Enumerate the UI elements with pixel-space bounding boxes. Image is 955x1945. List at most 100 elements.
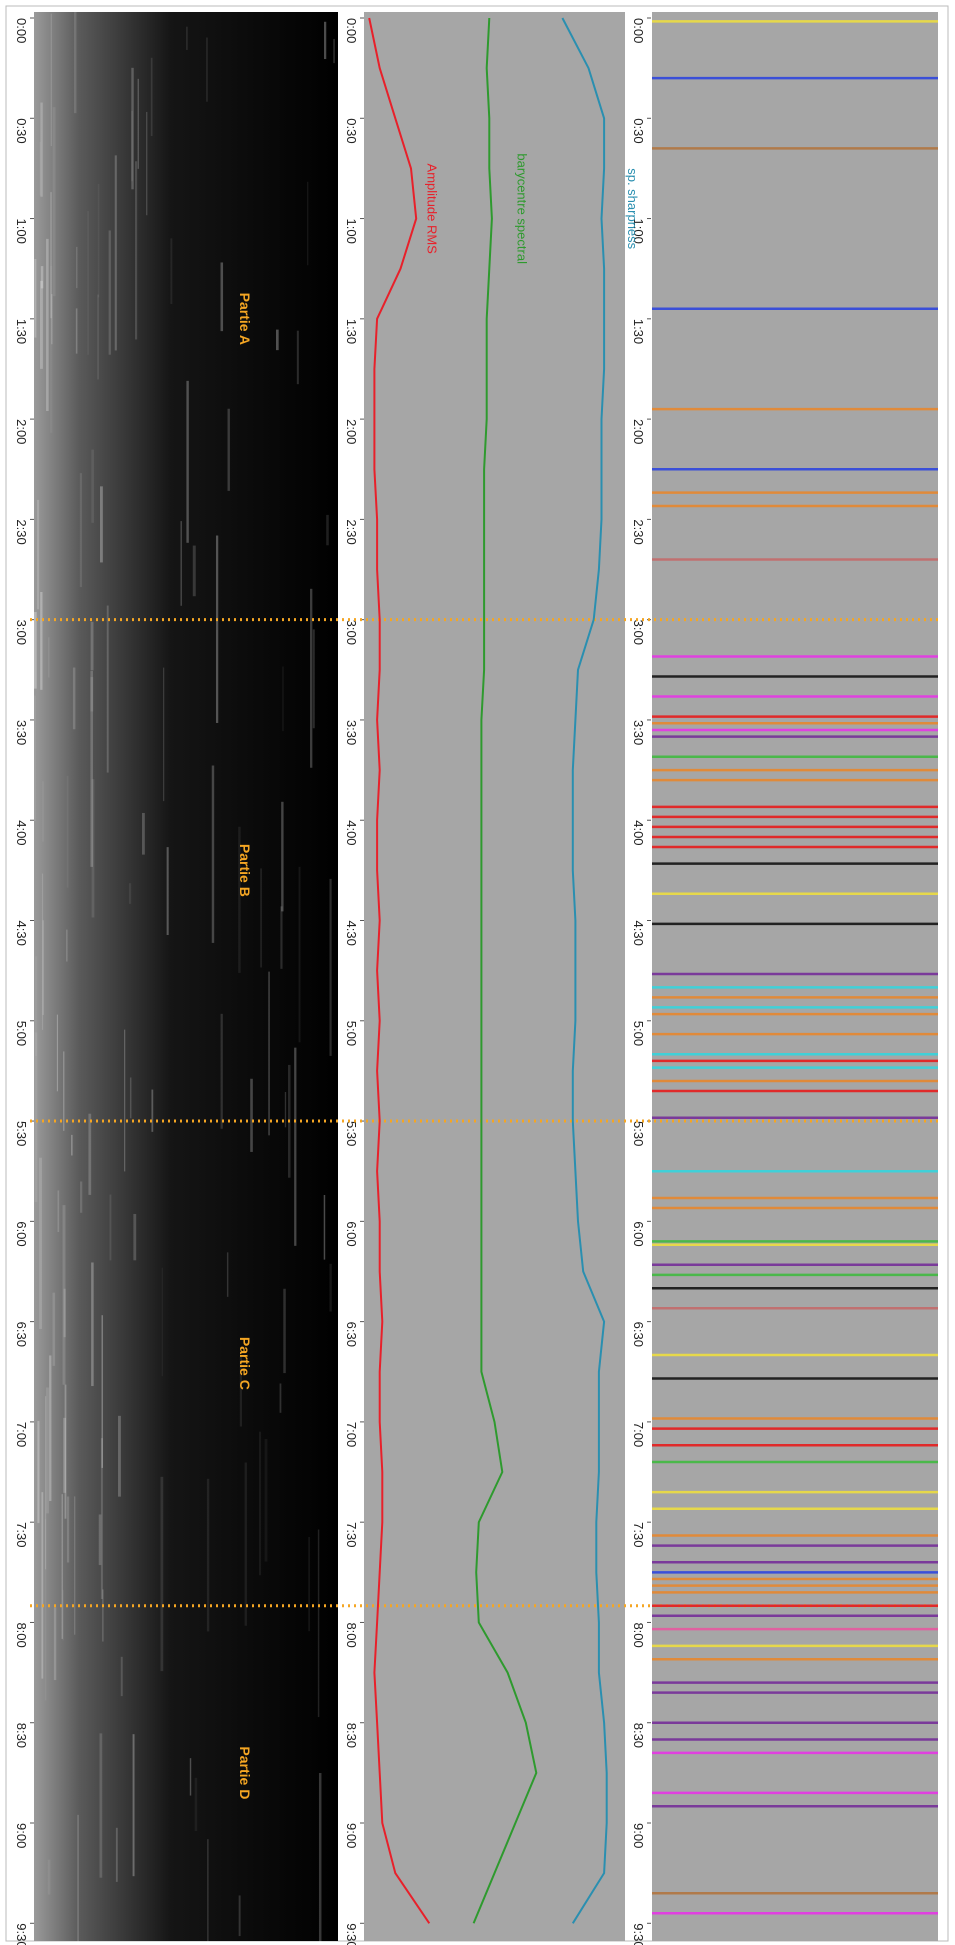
streak	[163, 667, 165, 802]
streak	[310, 588, 313, 768]
streak	[132, 1734, 135, 1877]
event-panel	[652, 12, 938, 1941]
streak	[100, 1438, 103, 1600]
streak	[40, 266, 44, 289]
y-tick-label: 4:30	[344, 921, 359, 946]
streak	[146, 111, 148, 216]
y-tick-label: 5:00	[14, 1021, 29, 1046]
streak	[317, 1529, 320, 1718]
streak	[150, 57, 153, 137]
streak	[180, 521, 182, 606]
streak	[49, 1355, 52, 1502]
streak	[280, 906, 283, 969]
streak	[42, 781, 44, 842]
streak	[57, 1190, 60, 1233]
series-line	[368, 17, 431, 1924]
streak	[207, 1839, 209, 1945]
series-label: sp. sharpness	[625, 168, 640, 249]
streak	[264, 1438, 268, 1562]
y-tick-label: 3:30	[344, 720, 359, 745]
streak	[56, 1014, 58, 1092]
spectrogram-texture	[34, 12, 335, 1945]
streak	[268, 971, 270, 1136]
streak	[220, 262, 224, 332]
y-tick-label: 4:00	[344, 820, 359, 845]
series-line	[472, 17, 538, 1924]
series-line	[561, 17, 608, 1924]
streak	[63, 1051, 65, 1131]
streak	[161, 1267, 163, 1377]
streak	[109, 1194, 112, 1261]
y-tick-label: 2:00	[14, 419, 29, 444]
streak	[106, 605, 109, 773]
y-tick-label: 1:00	[631, 219, 646, 244]
streak	[91, 779, 95, 918]
streak	[90, 670, 94, 867]
streak	[46, 1387, 49, 1514]
streak	[71, 1134, 73, 1156]
streak	[99, 486, 103, 563]
y-tick-label: 0:00	[631, 18, 646, 43]
streak	[137, 78, 139, 169]
streak	[129, 1077, 132, 1119]
streak	[62, 1590, 64, 1641]
section-label: Partie A	[237, 293, 253, 345]
streak	[281, 801, 284, 912]
y-tick-label: 6:30	[344, 1322, 359, 1347]
streak	[211, 765, 215, 943]
streak	[66, 1496, 70, 1563]
y-tick-label: 8:00	[344, 1622, 359, 1647]
y-tick-label: 6:30	[14, 1322, 29, 1347]
streak	[166, 847, 169, 936]
streak	[44, 1519, 47, 1701]
streak	[37, 1420, 40, 1524]
streak	[87, 211, 89, 355]
streak	[238, 1895, 241, 1937]
streak	[250, 1078, 253, 1152]
y-tick-label: 1:30	[631, 319, 646, 344]
streak	[282, 666, 284, 732]
streak	[283, 1288, 286, 1374]
spectrogram	[34, 12, 338, 1941]
y-tick-label: 5:30	[14, 1121, 29, 1146]
y-tick-label: 7:30	[631, 1522, 646, 1547]
y-tick-label: 9:30	[344, 1923, 359, 1945]
streak	[226, 1252, 229, 1297]
streak	[39, 1157, 43, 1329]
y-tick-label: 9:00	[344, 1823, 359, 1848]
streak	[298, 866, 301, 1043]
streak	[61, 1494, 63, 1639]
streak	[333, 38, 335, 64]
streak	[312, 629, 315, 729]
y-tick-label: 1:00	[344, 219, 359, 244]
streak	[52, 107, 56, 297]
streak	[118, 1415, 121, 1497]
chart-layer: 0:00 0:00 0:00 0:30 0:30 0:30 1:00 1:00 1:00 1:30…	[14, 17, 940, 1945]
y-tick-label: 2:30	[14, 519, 29, 544]
streak	[238, 826, 241, 973]
streak	[50, 192, 52, 319]
streak	[51, 294, 53, 345]
streak	[41, 1492, 44, 1679]
y-tick-label: 8:00	[14, 1622, 29, 1647]
y-tick-label: 5:00	[344, 1021, 359, 1046]
streak	[40, 591, 43, 690]
streak	[75, 308, 78, 354]
streak	[40, 280, 43, 369]
streak	[40, 102, 43, 197]
streak	[108, 230, 111, 355]
streak	[142, 812, 145, 855]
streak	[318, 1773, 322, 1945]
y-tick-label: 7:00	[14, 1422, 29, 1447]
y-tick-label: 1:00	[14, 219, 29, 244]
streak	[186, 26, 188, 50]
streak	[101, 1315, 104, 1468]
streak	[63, 1417, 66, 1493]
streak	[189, 1758, 192, 1796]
streak	[66, 929, 68, 962]
streak	[258, 1431, 262, 1576]
streak	[34, 611, 37, 689]
y-tick-label: 4:00	[631, 820, 646, 845]
streak	[88, 1113, 92, 1195]
streak	[63, 1288, 66, 1338]
